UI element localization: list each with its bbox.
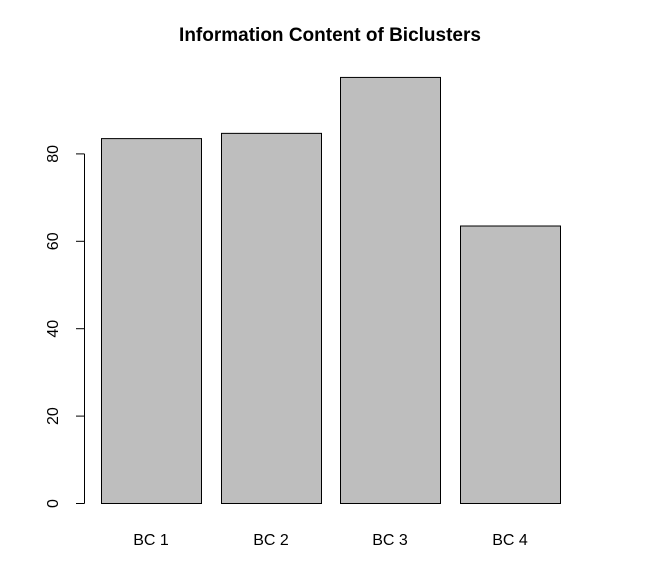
y-tick-label-60: 60 <box>45 232 62 250</box>
bar-3 <box>340 76 441 505</box>
x-tick-label-1: BC 1 <box>133 532 169 549</box>
y-tick-label-40: 40 <box>45 320 62 338</box>
x-tick-label-2: BC 2 <box>253 532 289 549</box>
x-tick-label-4: BC 4 <box>492 532 528 549</box>
bar-1 <box>101 138 202 504</box>
y-tick-label-20: 20 <box>45 407 62 425</box>
bars-group <box>101 76 561 505</box>
bar-2 <box>221 132 322 504</box>
bar-4 <box>460 225 561 504</box>
x-tick-label-3: BC 3 <box>372 532 408 549</box>
x-tick-labels: BC 1 BC 2 BC 3 BC 4 <box>133 532 528 549</box>
y-axis: 0 20 40 60 80 <box>45 145 85 508</box>
y-tick-label-0: 0 <box>45 499 62 508</box>
y-tick-label-80: 80 <box>45 145 62 163</box>
chart-title: Information Content of Biclusters <box>179 25 481 46</box>
